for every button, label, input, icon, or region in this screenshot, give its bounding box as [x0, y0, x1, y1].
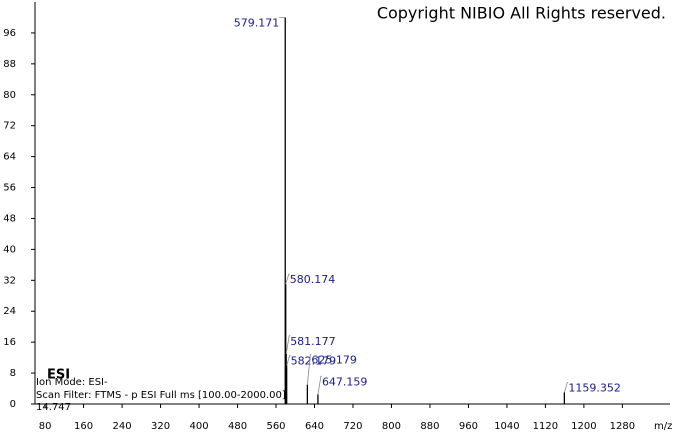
x-tick-label: 160: [74, 421, 93, 432]
y-tick-label: 24: [3, 306, 16, 317]
x-tick-label: 640: [305, 421, 324, 432]
y-tick-label: 0: [10, 399, 16, 410]
y-tick-label: 56: [3, 183, 16, 194]
label-bracket: [286, 354, 291, 366]
y-tick-label: 88: [3, 59, 16, 70]
y-tick-label: 72: [3, 121, 16, 132]
label-bracket: [285, 273, 290, 285]
annotation: Ion Mode: ESI-: [36, 377, 108, 388]
x-tick-label: 80: [39, 421, 52, 432]
peak-label: 580.174: [290, 273, 336, 286]
y-tick-label: 8: [10, 368, 16, 379]
y-tick-label: 32: [3, 275, 16, 286]
x-tick-label: 1200: [571, 421, 596, 432]
y-tick-label: 16: [3, 337, 16, 348]
annotation: ESI: [47, 368, 70, 383]
x-tick-label: 880: [420, 421, 439, 432]
x-tick-label: 400: [189, 421, 208, 432]
x-tick-label: 240: [113, 421, 132, 432]
y-tick-label: 40: [3, 244, 16, 255]
x-tick-label: 800: [382, 421, 401, 432]
peak-label: 581.177: [290, 335, 336, 348]
label-bracket: [285, 335, 291, 354]
peak-label: 582.179: [291, 354, 337, 367]
y-tick-label: 80: [3, 90, 16, 101]
x-tick-label: 1040: [494, 421, 519, 432]
label-bracket: [563, 382, 569, 393]
x-tick-label: 720: [343, 421, 362, 432]
x-tick-label: 960: [459, 421, 478, 432]
label-bracket: [306, 354, 312, 385]
x-tick-label: 1120: [533, 421, 558, 432]
x-tick-label: 1280: [610, 421, 635, 432]
x-axis-label: m/z: [654, 421, 672, 432]
peak-label: 625.179: [311, 354, 357, 367]
label-bracket: [317, 375, 322, 395]
annotation: 14.747: [36, 402, 71, 413]
y-tick-label: 48: [3, 213, 16, 224]
y-tick-label: 64: [3, 152, 16, 163]
x-tick-label: 560: [266, 421, 285, 432]
peak-label: 1159.352: [568, 381, 621, 394]
peak-label: 647.159: [322, 375, 368, 388]
x-tick-label: 320: [151, 421, 170, 432]
copyright: Copyright NIBIO All Rights reserved.: [377, 4, 666, 23]
x-tick-label: 480: [228, 421, 247, 432]
annotation: Scan Filter: FTMS - p ESI Full ms [100.0…: [36, 390, 286, 401]
peak-label: 579.171: [234, 16, 280, 29]
y-tick-label: 96: [3, 28, 16, 39]
